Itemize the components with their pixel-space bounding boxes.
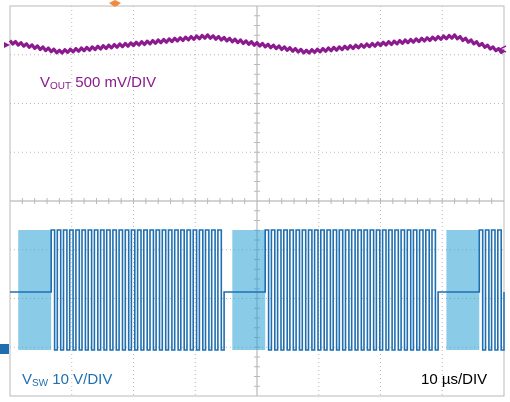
vsw-label-sub: SW (32, 378, 49, 389)
vout-scale-label: VOUT 500 mV/DIV (40, 75, 156, 92)
vsw-ringing-envelope (232, 230, 266, 350)
vsw-label-main: V (22, 371, 33, 388)
ch1-ground-icon (4, 42, 10, 48)
vsw-label-scale: 10 V/DIV (48, 371, 113, 388)
ch2-ground-icon (0, 344, 9, 354)
vout-label-scale: 500 mV/DIV (71, 74, 157, 91)
vsw-ringing-envelope (18, 230, 52, 350)
ch1-level-icon (498, 45, 507, 53)
vsw-scale-label: VSW 10 V/DIV (22, 372, 112, 389)
channel-markers (0, 0, 507, 354)
vsw-trace (10, 229, 505, 351)
vsw-ringing-envelope (446, 230, 480, 350)
vsw-series-line (10, 229, 505, 351)
time-scale-label: 10 µs/DIV (421, 371, 488, 388)
vout-trace (8, 33, 505, 55)
trigger-position-icon (109, 0, 121, 7)
vout-label-main: V (40, 74, 51, 91)
vout-series-line (8, 33, 505, 55)
vout-label-sub: OUT (50, 81, 72, 92)
